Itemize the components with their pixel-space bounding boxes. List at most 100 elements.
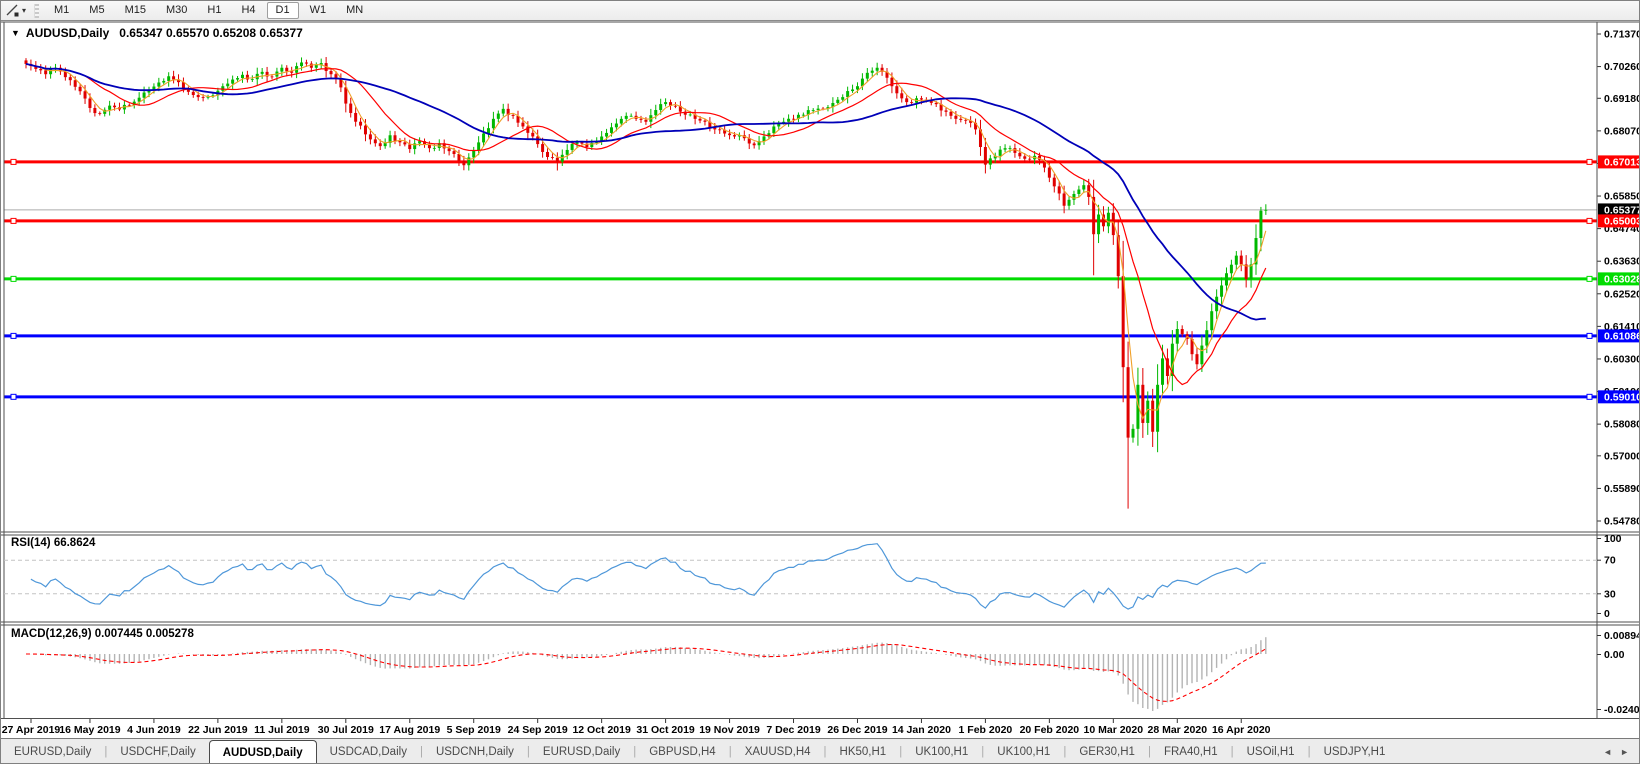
chart-tab-usdcad-daily[interactable]: USDCAD,Daily xyxy=(329,746,407,758)
chart-symbol-label: AUDUSD,Daily xyxy=(25,26,110,40)
svg-text:0.65003: 0.65003 xyxy=(1604,216,1640,228)
tab-separator: | xyxy=(728,746,732,758)
panel-borders xyxy=(1,21,1639,719)
candles-layer xyxy=(24,57,1268,509)
chart-tab-hk50-h1[interactable]: HK50,H1 xyxy=(839,746,887,758)
chart-tab-xauusd-h4[interactable]: XAUUSD,H4 xyxy=(744,746,811,758)
svg-text:30 Jul 2019: 30 Jul 2019 xyxy=(318,724,374,736)
svg-text:0.58080: 0.58080 xyxy=(1604,419,1640,431)
chart-tab-bar: EURUSD,Daily | USDCHF,Daily AUDUSD,Daily USD… xyxy=(1,738,1639,763)
chart-symbol-dropdown-icon[interactable]: ▼ xyxy=(11,28,20,38)
svg-text:0.60300: 0.60300 xyxy=(1604,353,1640,365)
svg-text:20 Feb 2020: 20 Feb 2020 xyxy=(1020,724,1080,736)
svg-text:0: 0 xyxy=(1604,608,1610,620)
svg-text:0.69180: 0.69180 xyxy=(1604,93,1640,105)
tab-scroll-left-icon[interactable]: ◄ xyxy=(1603,747,1613,757)
moving-average-13 xyxy=(25,63,1267,386)
moving-average-4 xyxy=(25,63,1267,420)
macd-indicator-label: MACD(12,26,9) 0.007445 0.005278 xyxy=(11,628,194,640)
tab-separator: | xyxy=(981,746,985,758)
current-price-label: 0.65377 xyxy=(1598,203,1640,217)
svg-text:24 Sep 2019: 24 Sep 2019 xyxy=(508,724,568,736)
tab-separator: | xyxy=(104,746,108,758)
svg-text:10 Mar 2020: 10 Mar 2020 xyxy=(1084,724,1144,736)
timeframe-button-d1[interactable]: D1 xyxy=(266,2,299,19)
draw-tool-dropdown-icon[interactable]: ▾ xyxy=(22,6,27,15)
timeframe-button-m30[interactable]: M30 xyxy=(157,2,196,19)
svg-text:22 Jun 2019: 22 Jun 2019 xyxy=(188,724,248,736)
svg-text:0.65377: 0.65377 xyxy=(1604,205,1640,217)
tab-separator: | xyxy=(419,746,423,758)
moving-average-34 xyxy=(25,63,1266,321)
timeframe-button-m1[interactable]: M1 xyxy=(45,2,78,19)
timeframe-button-h4[interactable]: H4 xyxy=(232,2,264,19)
svg-text:12 Oct 2019: 12 Oct 2019 xyxy=(572,724,631,736)
timeframe-button-m5[interactable]: M5 xyxy=(80,2,113,19)
svg-text:0.62520: 0.62520 xyxy=(1604,288,1640,300)
tab-separator: | xyxy=(1063,746,1067,758)
tab-separator: | xyxy=(823,746,827,758)
date-axis[interactable]: 27 Apr 2019 16 May 2019 4 Jun 2019 22 Jun 2… xyxy=(2,719,1271,736)
svg-text:0.57000: 0.57000 xyxy=(1604,450,1640,462)
toolbar-grip[interactable] xyxy=(34,3,40,18)
svg-text:0.65850: 0.65850 xyxy=(1604,191,1640,203)
macd-panel[interactable]: 0.008946 0.00 -0.024088 xyxy=(26,630,1640,716)
svg-text:31 Oct 2019: 31 Oct 2019 xyxy=(636,724,695,736)
chart-tab-uk100-h1[interactable]: UK100,H1 xyxy=(997,746,1051,758)
chart-tab-usdjpy-h1[interactable]: USDJPY,H1 xyxy=(1323,746,1386,758)
horizontal-line-0.65003[interactable]: 0.65003 xyxy=(4,214,1640,228)
svg-text:0.55890: 0.55890 xyxy=(1604,483,1640,495)
rsi-panel[interactable]: 100 70 30 0 xyxy=(4,533,1622,620)
chart-tab-fra40-h1[interactable]: FRA40,H1 xyxy=(1163,746,1218,758)
svg-text:0.008946: 0.008946 xyxy=(1604,630,1640,642)
svg-text:28 Mar 2020: 28 Mar 2020 xyxy=(1148,724,1208,736)
tab-separator: | xyxy=(899,746,903,758)
timeframe-button-h1[interactable]: H1 xyxy=(198,2,230,19)
tab-separator: | xyxy=(1307,746,1311,758)
svg-text:14 Jan 2020: 14 Jan 2020 xyxy=(892,724,951,736)
trendline-tool-icon xyxy=(6,4,19,17)
tab-separator: | xyxy=(1230,746,1234,758)
tab-separator: | xyxy=(633,746,637,758)
chart-tab-usdcnh-daily[interactable]: USDCNH,Daily xyxy=(435,746,514,758)
svg-text:0.70260: 0.70260 xyxy=(1604,61,1640,73)
svg-text:0.61086: 0.61086 xyxy=(1604,331,1640,343)
macd-signal-line xyxy=(26,643,1267,702)
svg-text:0.63630: 0.63630 xyxy=(1604,256,1640,268)
svg-text:4 Jun 2019: 4 Jun 2019 xyxy=(127,724,181,736)
timeframe-button-m15[interactable]: M15 xyxy=(116,2,155,19)
chart-tab-uk100-h1[interactable]: UK100,H1 xyxy=(915,746,969,758)
svg-text:7 Dec 2019: 7 Dec 2019 xyxy=(766,724,820,736)
svg-text:26 Dec 2019: 26 Dec 2019 xyxy=(827,724,887,736)
horizontal-line-0.67013[interactable]: 0.67013 xyxy=(4,155,1640,169)
rsi-line xyxy=(30,543,1266,610)
chart-tab-usdchf-daily[interactable]: USDCHF,Daily xyxy=(120,746,196,758)
svg-text:16 May 2019: 16 May 2019 xyxy=(59,724,120,736)
chart-tab-usoil-h1[interactable]: USOil,H1 xyxy=(1246,746,1295,758)
svg-text:27 Apr 2019: 27 Apr 2019 xyxy=(2,724,61,736)
draw-tool-button[interactable]: ▾ xyxy=(1,2,30,20)
svg-text:30: 30 xyxy=(1604,588,1616,600)
timeframe-button-w1[interactable]: W1 xyxy=(301,2,336,19)
chart-tab-ger30-h1[interactable]: GER30,H1 xyxy=(1079,746,1135,758)
timeframe-button-mn[interactable]: MN xyxy=(337,2,372,19)
tab-scroll-right-icon[interactable]: ► xyxy=(1620,747,1629,757)
svg-text:5 Sep 2019: 5 Sep 2019 xyxy=(447,724,501,736)
chart-tab-audusd-daily[interactable]: AUDUSD,Daily xyxy=(208,740,317,763)
horizontal-line-0.59010[interactable]: 0.59010 xyxy=(4,390,1640,404)
chart-title: ▼ AUDUSD,Daily 0.65347 0.65570 0.65208 0.6… xyxy=(11,26,303,40)
toolbar: ▾ M1 M5 M15 M30 H1 H4 D1 W1 MN xyxy=(1,1,1639,21)
svg-text:1 Feb 2020: 1 Feb 2020 xyxy=(959,724,1013,736)
svg-text:-0.024088: -0.024088 xyxy=(1604,704,1640,716)
chart-tab-eurusd-daily[interactable]: EURUSD,Daily xyxy=(14,746,92,758)
horizontal-line-0.63028[interactable]: 0.63028 xyxy=(4,272,1640,286)
svg-text:0.67013: 0.67013 xyxy=(1604,157,1640,169)
tab-scroll-arrows: ◄ ► xyxy=(1593,739,1639,763)
horizontal-line-0.61086[interactable]: 0.61086 xyxy=(4,329,1640,343)
svg-text:0.54780: 0.54780 xyxy=(1604,516,1640,528)
chart-tab-gbpusd-h4[interactable]: GBPUSD,H4 xyxy=(649,746,716,758)
price-chart-canvas[interactable]: 0.713700.702600.691800.680700.669600.658… xyxy=(1,21,1640,738)
chart-tab-eurusd-daily[interactable]: EURUSD,Daily xyxy=(542,746,621,758)
svg-text:0.68070: 0.68070 xyxy=(1604,125,1640,137)
chart-tabs: EURUSD,Daily | USDCHF,Daily AUDUSD,Daily USD… xyxy=(1,739,1398,763)
